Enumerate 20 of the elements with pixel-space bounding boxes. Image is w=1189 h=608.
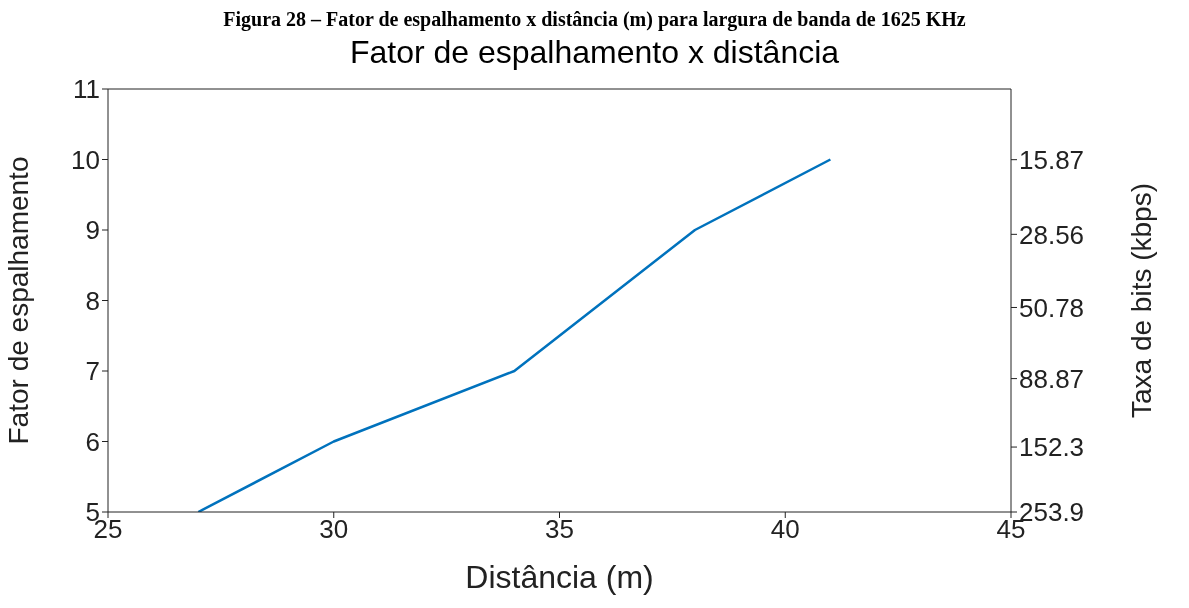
y-tick-label: 8 — [85, 285, 100, 316]
y2-tick-label: 15.87 — [1019, 144, 1085, 175]
y-axis-title: Fator de espalhamento — [2, 156, 34, 445]
y-tick-label: 6 — [85, 426, 100, 457]
chart-subtitle: Fator de espalhamento x distância — [348, 33, 841, 72]
x-tick-label: 30 — [319, 514, 349, 545]
y-tick-label: 7 — [85, 356, 100, 387]
x-tick-label: 35 — [545, 514, 574, 545]
y2-axis-title: Taxa de bits (kbps) — [1125, 183, 1157, 418]
y2-tick-label: 152.3 — [1019, 432, 1085, 463]
y2-tick-label: 50.78 — [1019, 292, 1085, 323]
chart-title: Figura 28 – Fator de espalhamento x distância (m) para largura de banda de 1625 KHz — [222, 8, 967, 32]
y2-tick-label: 88.87 — [1019, 363, 1085, 394]
y-tick-label: 11 — [73, 74, 100, 105]
y-tick-label: 9 — [85, 215, 100, 246]
y-tick-label: 10 — [71, 144, 100, 175]
x-axis-title: Distância (m) — [465, 559, 654, 595]
y2-tick-label: 28.56 — [1019, 219, 1085, 250]
x-tick-label: 40 — [770, 514, 800, 545]
line-series — [197, 158, 832, 512]
